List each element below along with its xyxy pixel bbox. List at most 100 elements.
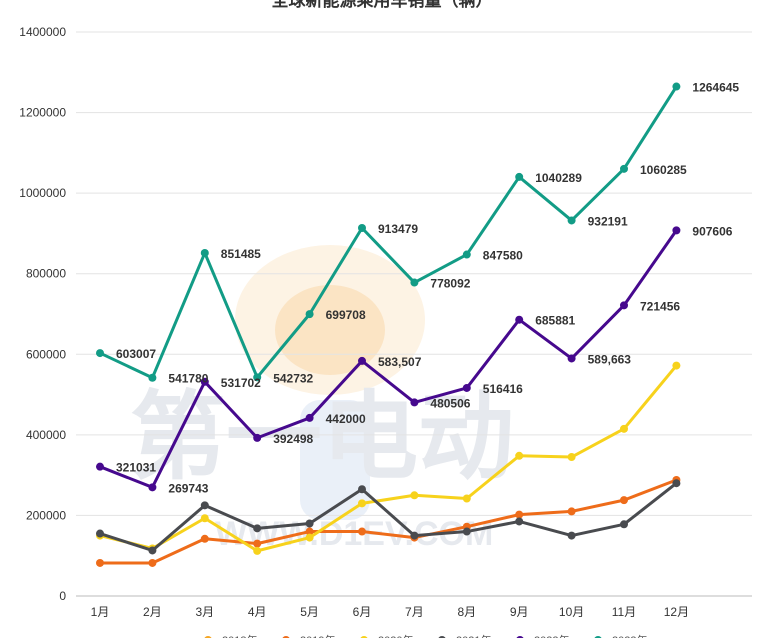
data-point [515, 517, 524, 526]
data-label: 392498 [273, 432, 313, 446]
data-point [620, 496, 628, 505]
data-point [620, 164, 628, 173]
data-point [358, 527, 366, 536]
data-point [358, 223, 366, 232]
data-label: 907606 [692, 224, 732, 238]
y-tick-label: 600000 [26, 347, 66, 361]
data-point [672, 361, 681, 370]
y-tick-label: 1400000 [19, 25, 66, 39]
data-label: 913479 [378, 222, 418, 236]
series-line [98, 228, 678, 489]
x-tick-label: 9月 [510, 605, 529, 619]
data-label: 542732 [273, 371, 313, 385]
data-point [567, 507, 576, 516]
data-label: 851485 [221, 247, 261, 261]
data-point [200, 514, 209, 523]
data-point [515, 510, 524, 519]
legend-label: 2021年 [456, 633, 491, 638]
data-point [253, 433, 262, 442]
series-6 [96, 82, 681, 382]
series-line [98, 85, 678, 380]
data-point [305, 413, 314, 422]
gridlines [76, 31, 752, 597]
watermark-mascot-face [275, 285, 385, 375]
data-point [672, 226, 681, 235]
data-point [358, 485, 366, 494]
data-point [200, 534, 209, 543]
series-4 [96, 479, 681, 555]
data-point [200, 377, 209, 386]
data-point [410, 278, 419, 287]
data-point [358, 499, 366, 508]
legend-label: 2018年 [222, 633, 257, 638]
axes: 0 200000 400000 600000 800000 1000000 1200000 1… [19, 25, 689, 619]
series-2 [96, 475, 681, 567]
data-label: 685881 [535, 314, 575, 328]
data-point [305, 527, 314, 536]
data-point [620, 301, 628, 310]
x-tick-label: 8月 [457, 605, 476, 619]
legend-label: 2022年 [534, 633, 569, 638]
data-point [462, 527, 471, 536]
x-tick-label: 12月 [664, 605, 689, 619]
data-label: 516416 [483, 382, 523, 396]
data-label: 583,507 [378, 355, 422, 369]
series-line [98, 478, 678, 565]
data-point [410, 531, 419, 540]
data-point [148, 546, 157, 555]
data-point [148, 373, 157, 382]
legend-label: 2019年 [300, 633, 335, 638]
data-label: 699708 [326, 308, 366, 322]
x-tick-label: 6月 [353, 605, 372, 619]
x-tick-label: 1月 [91, 605, 110, 619]
data-point [515, 172, 524, 181]
legend: 2018年 2019年 2020年 2021年 2022年 2023年 [204, 633, 647, 638]
legend-label: 2023年 [612, 633, 647, 638]
data-point [253, 546, 262, 555]
data-label: 1040289 [535, 171, 582, 185]
data-label: 480506 [430, 396, 470, 410]
data-point [358, 356, 366, 365]
series-line [98, 481, 678, 552]
data-label: 541780 [168, 372, 208, 386]
y-tick-label: 1200000 [19, 106, 66, 120]
data-point [96, 529, 104, 538]
x-tick-label: 4月 [248, 605, 267, 619]
data-point [567, 453, 576, 462]
data-point [515, 315, 524, 324]
x-tick-label: 5月 [300, 605, 319, 619]
data-point [305, 519, 314, 528]
chart-title: 全球新能源乘用车销量（辆） [271, 0, 493, 10]
data-point [672, 479, 681, 488]
data-point [148, 483, 157, 492]
data-point [515, 451, 524, 460]
data-label: 269743 [168, 481, 208, 495]
series-group [96, 82, 681, 567]
y-tick-label: 0 [59, 589, 66, 603]
data-point [253, 539, 262, 548]
y-tick-label: 400000 [26, 428, 66, 442]
y-tick-label: 800000 [26, 267, 66, 281]
data-label: 721456 [640, 299, 680, 313]
data-label: 847580 [483, 249, 523, 263]
data-point [672, 82, 681, 91]
x-tick-label: 11月 [612, 605, 636, 619]
data-label: 1264645 [692, 81, 739, 95]
data-point [567, 354, 576, 363]
data-point [462, 494, 471, 503]
series-5 [96, 226, 681, 492]
data-point [148, 558, 157, 567]
data-point [620, 520, 628, 529]
data-point [200, 501, 209, 510]
legend-label: 2020年 [378, 633, 413, 638]
data-point [253, 373, 262, 382]
data-label: 589,663 [588, 352, 632, 366]
x-tick-label: 2月 [143, 605, 162, 619]
data-point [305, 533, 314, 542]
data-point [620, 424, 628, 433]
data-labels: 321031 269743 531702 392498 442000 583,507 480… [116, 81, 739, 496]
data-point [96, 349, 104, 358]
data-label: 531702 [221, 376, 261, 390]
